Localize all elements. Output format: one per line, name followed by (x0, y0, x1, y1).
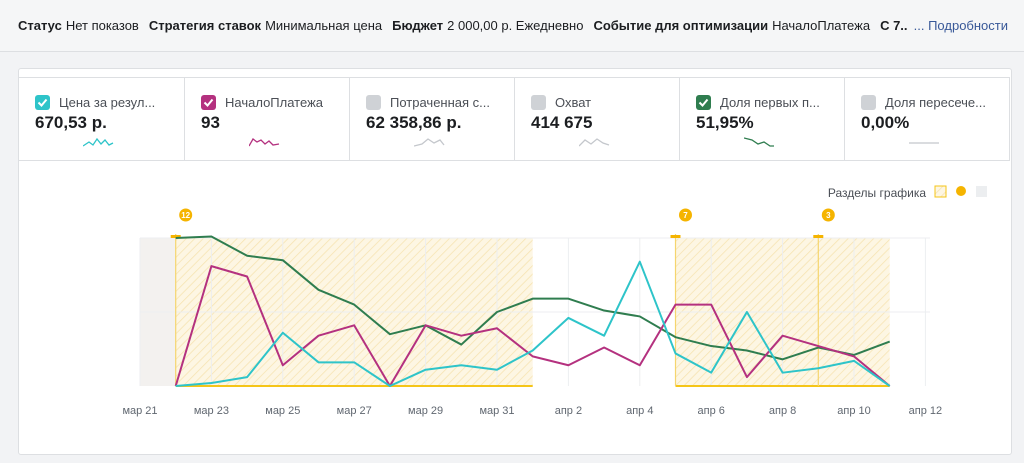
x-tick-label: мар 23 (194, 405, 229, 417)
status-label: Статус (18, 18, 62, 33)
check-icon (37, 98, 48, 107)
checkbox[interactable] (861, 95, 876, 110)
marker-badge (679, 208, 692, 222)
series-line (174, 265, 891, 387)
x-tick-label: мар 25 (265, 405, 300, 417)
status-overflow: С 7... (880, 18, 912, 33)
marker-tick (670, 235, 681, 238)
checkbox[interactable] (35, 95, 50, 110)
x-tick-label: апр 6 (698, 405, 725, 417)
status-value: НачалоПлатежа (772, 18, 871, 33)
sparkline-path (744, 137, 774, 147)
metric-cards: Цена за резул... 670,53 р. НачалоПлатежа 93… (19, 77, 1013, 161)
x-tick-label: апр 12 (909, 405, 942, 417)
sparkline (909, 142, 939, 144)
sparkline-path (83, 137, 114, 147)
metric-card[interactable]: Потраченная с... 62 358,86 р. (349, 77, 515, 161)
status-bar: Статус Нет показов Стратегия ставок Минимал… (0, 0, 1024, 52)
metric-value: 0,00% (861, 113, 910, 132)
x-tick-label: апр 2 (555, 405, 582, 417)
status-value: Минимальная цена (265, 18, 383, 33)
metric-card[interactable]: Доля пересече... 0,00% (844, 77, 1010, 161)
sparkline (744, 137, 774, 147)
metric-value: 414 675 (531, 113, 593, 132)
legend-icon[interactable] (934, 185, 947, 198)
metric-card[interactable]: Охват 414 675 (514, 77, 680, 161)
status-value: Нет показов (65, 18, 139, 33)
checkbox[interactable] (531, 95, 546, 110)
details-link[interactable]: ... Подробности (907, 18, 1008, 33)
status-item: Стратегия ставок Минимальная цена (149, 18, 382, 33)
metric-value: 670,53 р. (35, 113, 107, 132)
x-tick-label: апр 10 (837, 405, 870, 417)
metric-label: НачалоПлатежа (225, 95, 323, 110)
checkbox[interactable] (696, 95, 711, 110)
status-item: Статус Нет показов (18, 18, 139, 33)
marker-badge (179, 208, 193, 222)
x-tick-label: мар 31 (479, 405, 514, 417)
status-label: Событие для оптимизации (593, 18, 769, 33)
status-item: Событие для оптимизации НачалоПлатежа (593, 18, 870, 33)
check-icon (698, 98, 709, 107)
marker-tick (170, 235, 181, 238)
sparkline (83, 137, 114, 147)
metric-label: Цена за резул... (59, 95, 156, 110)
metric-value: 51,95% (696, 113, 754, 132)
x-tick-label: мар 27 (337, 405, 372, 417)
marker-count: 7 (683, 211, 688, 220)
metric-value: 93 (201, 113, 220, 132)
check-icon (203, 98, 214, 107)
metric-label: Охват (555, 95, 592, 110)
metric-card[interactable]: НачалоПлатежа 93 (184, 77, 350, 161)
marker-tick (813, 235, 824, 238)
marker-badge (821, 208, 835, 222)
sparkline-path (579, 138, 610, 147)
marker-count: 3 (826, 211, 831, 220)
sparkline-path (249, 138, 280, 147)
legend-icon[interactable] (956, 186, 966, 196)
marker-count: 12 (181, 211, 190, 220)
sparkline-path (414, 138, 445, 147)
status-label: Стратегия ставок (148, 18, 262, 33)
metric-label: Потраченная с... (390, 95, 490, 110)
sparkline (249, 138, 280, 147)
checkbox[interactable] (366, 95, 381, 110)
legend-icon[interactable] (976, 186, 987, 197)
status-item: Бюджет 2 000,00 р. Ежедневно (392, 18, 583, 33)
x-tick-label: апр 8 (769, 405, 796, 417)
sparkline (414, 138, 445, 147)
sparkline (579, 138, 610, 147)
checkbox[interactable] (201, 95, 216, 110)
legend-label: Разделы графика (828, 186, 926, 200)
x-tick-label: апр 4 (626, 405, 653, 417)
metric-label: Доля первых п... (720, 95, 820, 110)
series-line (175, 235, 891, 361)
metric-card[interactable]: Цена за резул... 670,53 р. (19, 77, 185, 161)
series-line (175, 260, 891, 387)
status-value: 2 000,00 р. Ежедневно (447, 18, 584, 33)
x-tick-label: мар 21 (122, 405, 157, 417)
x-tick-label: мар 29 (408, 405, 443, 417)
metric-label: Доля пересече... (885, 95, 986, 110)
status-label: Бюджет (392, 18, 444, 33)
metric-value: 62 358,86 р. (366, 113, 462, 132)
